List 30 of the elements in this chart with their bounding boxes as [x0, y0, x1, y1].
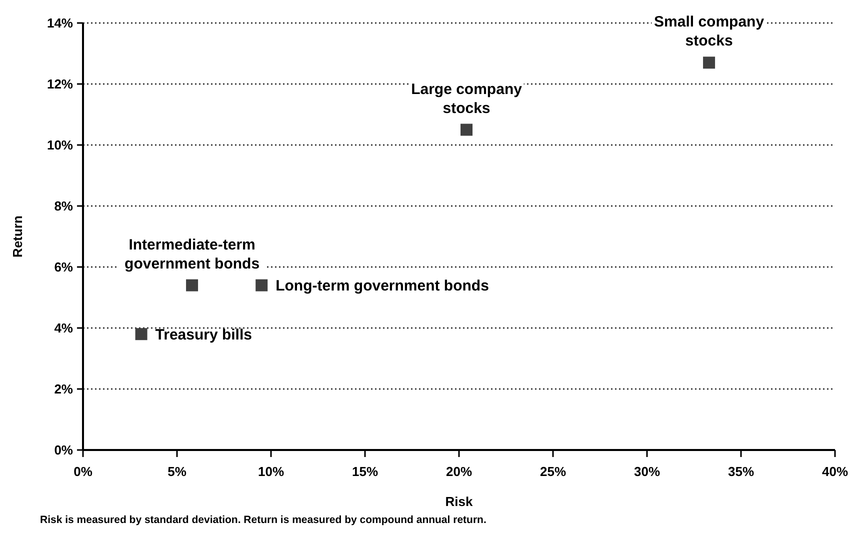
point: [703, 56, 716, 69]
annotation: Treasury bills: [155, 326, 252, 344]
point: [460, 124, 473, 136]
x-tick-label: 0%: [74, 464, 93, 479]
point: [135, 328, 148, 340]
y-tick-label: 4%: [54, 320, 74, 336]
x-tick-label: 10%: [258, 464, 284, 479]
y-tick-label: 6%: [54, 260, 74, 275]
annotation: Large company stocks: [411, 80, 523, 117]
x-tick-label: 5%: [168, 464, 187, 479]
x-axis-title: Risk: [445, 494, 474, 509]
y-tick-label: 10%: [46, 138, 74, 153]
y-tick-label: 2%: [54, 382, 74, 397]
y-tick-label: 12%: [46, 76, 74, 92]
y-tick-label: 8%: [54, 198, 74, 214]
y-tick-label: 14%: [46, 16, 74, 31]
x-tick-label: 25%: [540, 464, 566, 479]
x-tick-label: 40%: [822, 464, 848, 479]
y-tick-label: 0%: [54, 442, 74, 458]
point: [186, 279, 198, 292]
text: Risk is measured by standard deviation. Return is measured by compound annual return.: [40, 514, 486, 526]
x-tick-label: 20%: [446, 464, 472, 479]
annotation: Intermediate-term government bonds: [124, 236, 260, 272]
annotation: Long-term government bonds: [276, 278, 489, 295]
x-tick-label: 30%: [634, 464, 660, 479]
point: [256, 279, 268, 292]
y-axis-title: Return: [10, 216, 25, 258]
annotation: Small company stocks: [654, 14, 765, 50]
x-tick-label: 35%: [728, 464, 754, 479]
x-tick-label: 15%: [352, 464, 378, 479]
